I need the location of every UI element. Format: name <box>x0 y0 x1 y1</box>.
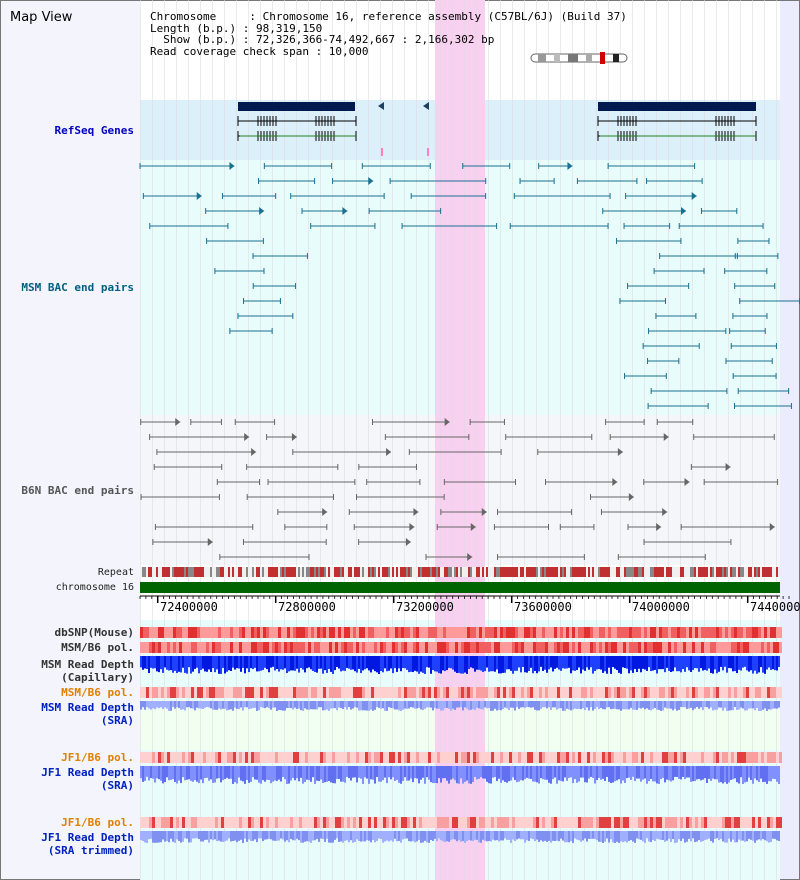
axis-tick-label: 73200000 <box>396 600 454 614</box>
gene-arrow <box>423 102 429 110</box>
track-label-jf1-pol-1: JF1/B6 pol. <box>61 751 134 764</box>
track-label-refseq[interactable]: RefSeq Genes <box>54 124 134 137</box>
info-show-range: Show (b.p.) : 72,326,366-74,492,667 : 2,… <box>150 33 495 46</box>
info-coverage-span: Read coverage check span : 10,000 <box>150 44 369 58</box>
region-info: Chromosome : Chromosome 16, reference as… <box>150 11 627 57</box>
gene-arrow <box>378 102 384 110</box>
track-label-jf1-depth-sra: JF1 Read Depth (SRA) <box>41 766 134 792</box>
axis-tick-label: 72400000 <box>160 600 218 614</box>
track-label-msm-pol-2: MSM/B6 pol. <box>61 686 134 699</box>
ideogram-position-marker <box>600 52 605 64</box>
track-label-msm-bac[interactable]: MSM BAC end pairs <box>21 281 134 294</box>
track-label-jf1-pol-2: JF1/B6 pol. <box>61 816 134 829</box>
track-label-chromosome: chromosome 16 <box>55 582 134 593</box>
refseq-gene-bar <box>598 102 756 111</box>
track-label-msm-depth-capillary: MSM Read Depth (Capillary) <box>41 658 134 684</box>
track-label-repeat: Repeat <box>97 567 134 578</box>
track-label-jf1-depth-trimmed: JF1 Read Depth (SRA trimmed) <box>41 831 134 857</box>
chromosome-bar <box>140 582 780 593</box>
refseq-gene-bar <box>238 102 355 111</box>
selected-region-highlight <box>435 0 485 880</box>
track-label-msm-depth-sra: MSM Read Depth (SRA) <box>41 701 134 727</box>
axis-tick-label: 74000000 <box>632 600 690 614</box>
axis-tick-label: 72800000 <box>278 600 336 614</box>
chromosome-ideogram[interactable] <box>530 52 628 64</box>
track-label-msm-pol-1: MSM/B6 pol. <box>61 641 134 654</box>
page-title: Map View <box>10 10 73 25</box>
axis-tick-label: 73600000 <box>514 600 572 614</box>
track-label-dbsnp: dbSNP(Mouse) <box>54 626 134 639</box>
axis-tick-label: 7440000 <box>750 600 800 614</box>
info-length: Length (b.p.) : 98,319,150 <box>150 21 323 35</box>
track-label-b6n-bac[interactable]: B6N BAC end pairs <box>21 484 134 497</box>
info-chromosome: Chromosome : Chromosome 16, reference as… <box>150 10 627 23</box>
